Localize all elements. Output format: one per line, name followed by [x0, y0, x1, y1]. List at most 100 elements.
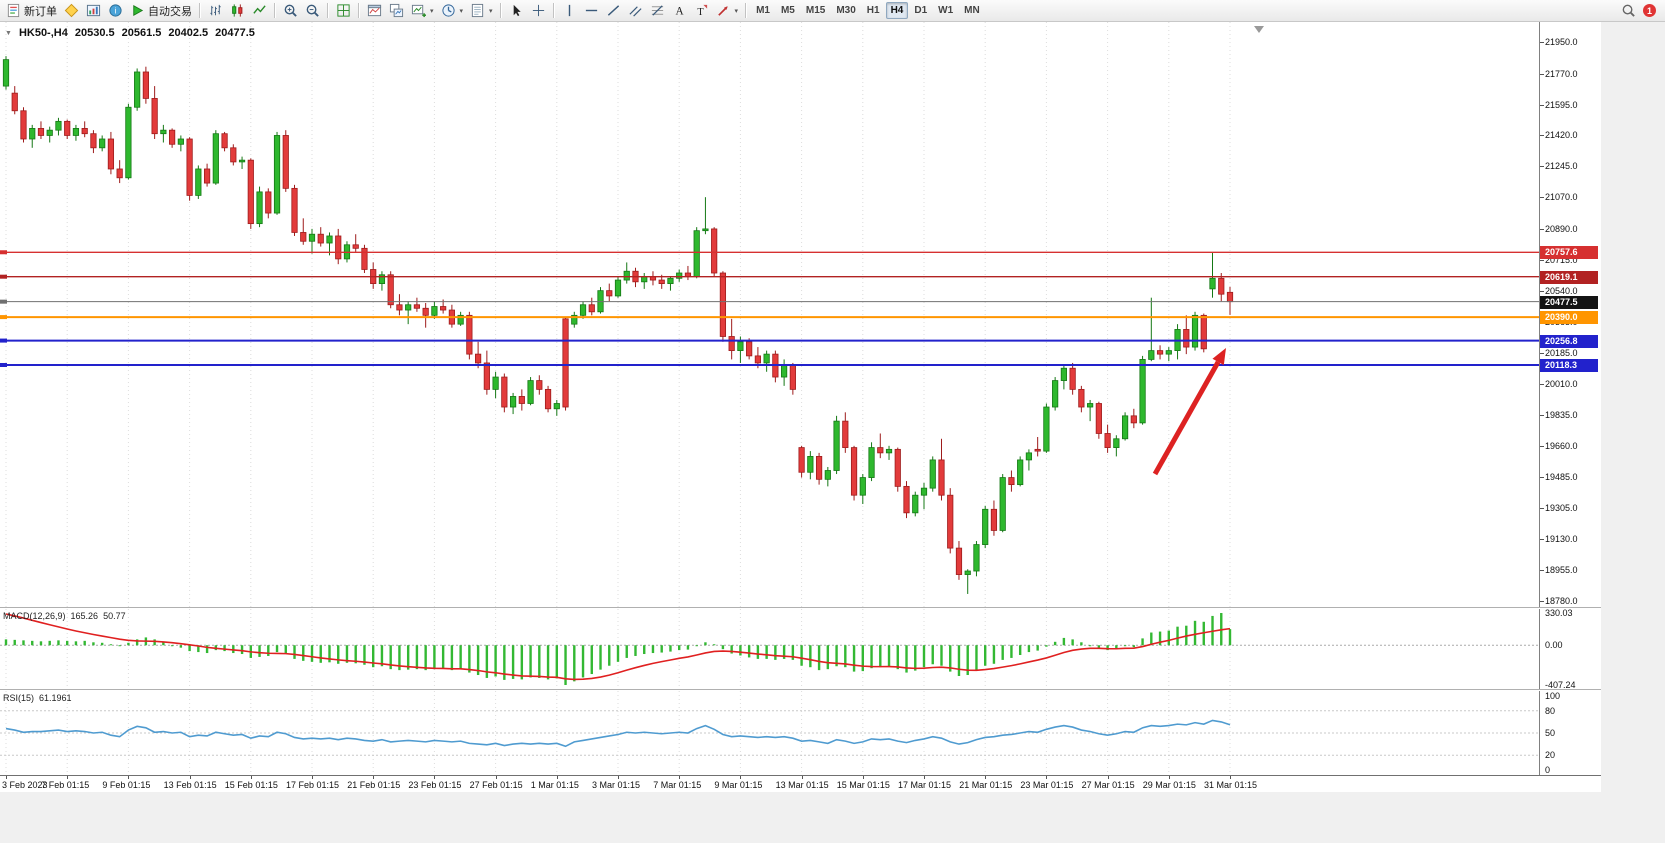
- candle: [29, 128, 36, 140]
- timeframe-m5-button[interactable]: M5: [780, 5, 795, 16]
- chart-shift-marker[interactable]: [1254, 26, 1264, 33]
- candle: [352, 244, 359, 249]
- candle-chart-mode-button[interactable]: [227, 1, 248, 20]
- arrow-annotation[interactable]: [1152, 348, 1226, 476]
- arrows-tool-button[interactable]: ▾: [713, 1, 742, 20]
- trendline-tool-button[interactable]: [603, 1, 624, 20]
- panel-separator[interactable]: [0, 607, 1601, 609]
- price-axis[interactable]: 21950.0 21770.0 21595.0 21420.0 21245.0 21070…: [1539, 22, 1601, 775]
- price-axis-label: 19485.0: [1545, 471, 1578, 482]
- candle: [990, 508, 998, 531]
- time-axis-label: 15 Feb 01:15: [224, 780, 278, 790]
- macd-surface[interactable]: [0, 609, 1539, 689]
- time-axis-label: 27 Mar 01:15: [1081, 780, 1135, 790]
- price-axis-label: 19130.0: [1545, 534, 1578, 545]
- time-tick: [679, 776, 681, 779]
- price-axis-label: 18955.0: [1545, 565, 1578, 576]
- rsi-surface[interactable]: [0, 691, 1539, 775]
- info-globe-icon: i: [109, 4, 122, 17]
- new-order-icon: [7, 3, 20, 18]
- macd-panel[interactable]: [0, 609, 1539, 689]
- price-tag: 20390.0: [1540, 311, 1598, 325]
- candles-chart-icon: [232, 4, 243, 17]
- candle: [46, 129, 53, 136]
- label-tool-button[interactable]: T: [691, 1, 712, 20]
- ohlc-open: 20530.5: [74, 27, 115, 39]
- timeframe-mn-button[interactable]: MN: [964, 5, 980, 16]
- timeframe-h4-button[interactable]: H4: [885, 2, 909, 19]
- channel-tool-button[interactable]: [625, 1, 646, 20]
- zoom-in-icon: [284, 4, 297, 17]
- vertical-line-tool-button[interactable]: [559, 1, 580, 20]
- time-axis-label: 3 Mar 01:15: [592, 780, 641, 790]
- zoom-out-button[interactable]: [302, 1, 323, 20]
- candle: [859, 477, 866, 496]
- new-chart-button[interactable]: ▾: [408, 1, 437, 20]
- hlines-layer[interactable]: [0, 250, 1539, 367]
- timeframe-m1-button[interactable]: M1: [756, 5, 770, 16]
- candle: [308, 233, 316, 242]
- price-axis-label: 21770.0: [1545, 68, 1578, 79]
- candle: [1121, 415, 1129, 440]
- time-tick: [1107, 776, 1109, 779]
- axis-tick: [1540, 73, 1544, 75]
- main-chart-panel[interactable]: [0, 22, 1539, 607]
- panel-separator[interactable]: [0, 689, 1601, 691]
- candle: [518, 396, 525, 404]
- price-tag: 20619.1: [1540, 270, 1598, 284]
- terminal-button[interactable]: [83, 1, 104, 20]
- zoom-in-button[interactable]: [280, 1, 301, 20]
- bar-chart-mode-button[interactable]: [205, 1, 226, 20]
- candle: [527, 380, 534, 404]
- candle: [754, 355, 761, 364]
- new-order-button[interactable]: 新订单: [3, 1, 60, 20]
- metaeditor-button[interactable]: [61, 1, 82, 20]
- templates-button[interactable]: ▾: [467, 1, 496, 20]
- axis-tick: [1540, 384, 1544, 386]
- price-axis-label: 20185.0: [1545, 348, 1578, 359]
- candle: [1200, 314, 1207, 350]
- candle: [789, 364, 796, 390]
- candle: [781, 364, 788, 378]
- hline-left-mark: [0, 315, 7, 320]
- horizontal-line-tool-button[interactable]: [581, 1, 602, 20]
- candle: [483, 362, 490, 390]
- crosshair-tool-button[interactable]: [528, 1, 549, 20]
- timeframe-h1-button[interactable]: H1: [866, 5, 880, 16]
- cursor-icon: [513, 4, 521, 17]
- time-tick: [801, 776, 803, 779]
- timeframe-m30-button[interactable]: M30: [836, 5, 856, 16]
- metaeditor-icon: [64, 3, 79, 18]
- periods-button[interactable]: ▾: [438, 1, 467, 20]
- candle: [982, 508, 989, 545]
- timeframe-m15-button[interactable]: M15: [805, 5, 826, 16]
- candle: [440, 306, 447, 311]
- candle: [562, 318, 569, 408]
- text-tool-button[interactable]: A: [669, 1, 690, 20]
- autotrading-button[interactable]: 自动交易: [127, 1, 195, 20]
- help-button[interactable]: i: [105, 1, 126, 20]
- fibonacci-tool-button[interactable]: [647, 1, 668, 20]
- time-axis[interactable]: 3 Feb 2023 7 Feb 01:15 9 Feb 01:15 13 Feb 0…: [0, 775, 1601, 792]
- main-chart-surface[interactable]: [0, 22, 1539, 607]
- rsi-axis-label: 0: [1545, 765, 1551, 775]
- window-indicator-icon: [367, 4, 382, 17]
- timeframe-w1-button[interactable]: W1: [938, 5, 954, 16]
- timeframe-d1-button[interactable]: D1: [914, 5, 928, 16]
- candle: [64, 120, 71, 136]
- candle: [1043, 406, 1050, 452]
- search-icon[interactable]: [1621, 3, 1636, 18]
- line-chart-mode-button[interactable]: [249, 1, 270, 20]
- channel-icon: [628, 6, 642, 17]
- rsi-panel[interactable]: [0, 691, 1539, 775]
- indicators-window-button[interactable]: [364, 1, 385, 20]
- one-click-collapse-icon[interactable]: ▼: [5, 29, 12, 37]
- macd-name: MACD(12,26,9): [3, 611, 66, 621]
- cursor-tool-button[interactable]: [506, 1, 527, 20]
- notification-badge[interactable]: 1: [1643, 4, 1656, 17]
- candle: [1017, 459, 1024, 486]
- ohlc-close: 20477.5: [215, 27, 255, 39]
- arrange-window-button[interactable]: [386, 1, 407, 20]
- tile-windows-button[interactable]: [333, 1, 354, 20]
- hline-left-mark: [0, 274, 7, 279]
